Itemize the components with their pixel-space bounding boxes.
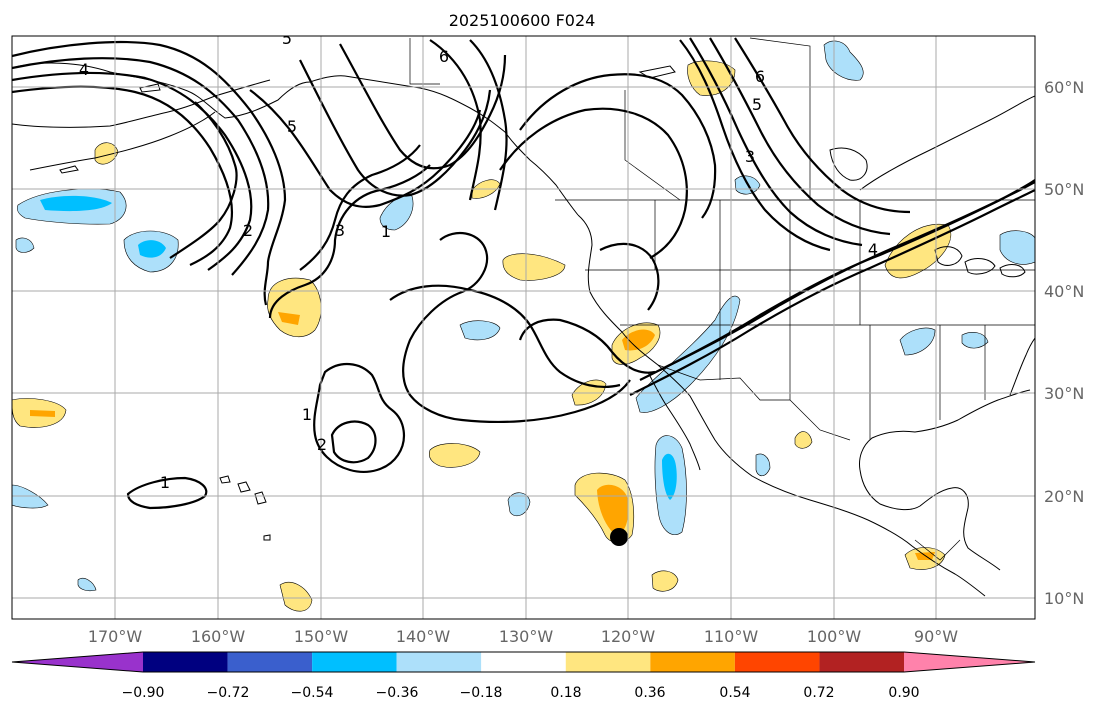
colorbar-tick-label: 0.18	[550, 685, 581, 701]
latitude-labels: 60°N 50°N 40°N 30°N 20°N 10°N	[1044, 78, 1084, 608]
contour-label: 5	[752, 95, 762, 114]
contour-label: 1	[381, 222, 391, 241]
lon-label: 160°W	[191, 627, 246, 646]
positive-anomaly	[429, 443, 481, 468]
colorbar-tick-label: 0.72	[803, 685, 834, 701]
negative-anomaly	[755, 453, 771, 477]
contour-label: 2	[317, 435, 327, 454]
colorbar-segment	[734, 652, 820, 672]
lat-label: 10°N	[1044, 589, 1084, 608]
colorbar-segment	[650, 652, 735, 672]
negative-anomaly	[899, 327, 936, 356]
colorbar-tick-label: 0.90	[888, 685, 919, 701]
colorbar-tick-label: 0.54	[719, 685, 750, 701]
colorbar: −0.90 −0.72 −0.54 −0.36 −0.18 0.18 0.36 …	[11, 651, 1036, 701]
lon-label: 140°W	[396, 627, 451, 646]
contour-label: 5	[287, 117, 297, 136]
contour-label: 4	[79, 60, 89, 79]
contours	[12, 37, 1035, 510]
map-title: 2025100600 F024	[449, 11, 596, 30]
contour-label: 3	[745, 147, 755, 166]
colorbar-tick-label: −0.54	[291, 685, 334, 701]
positive-anomaly	[794, 431, 813, 449]
map-panel: 4 5 6 5 6 5 3 2 3 1 4 1 2 1	[11, 29, 1036, 620]
colorbar-segment	[565, 652, 651, 672]
contour-labels: 4 5 6 5 6 5 3 2 3 1 4 1 2 1	[79, 29, 878, 492]
contour-label: 1	[160, 473, 170, 492]
colorbar-segment	[819, 652, 904, 672]
colorbar-tick-label: −0.72	[207, 685, 250, 701]
colorbar-tick-label: −0.18	[460, 685, 503, 701]
contour-label: 3	[335, 221, 345, 240]
contour-label: 2	[243, 221, 253, 240]
lat-label: 50°N	[1044, 180, 1084, 199]
contour-label: 4	[868, 240, 878, 259]
positive-anomaly	[502, 253, 566, 281]
negative-anomaly	[999, 230, 1035, 265]
storm-center-marker	[610, 528, 628, 546]
lat-label: 30°N	[1044, 384, 1084, 403]
positive-anomaly	[651, 570, 679, 592]
contour-label: 5	[282, 29, 292, 48]
colorbar-segment	[312, 652, 397, 672]
negative-anomaly	[459, 320, 501, 341]
map-frame	[11, 35, 1036, 620]
colorbar-segment	[143, 652, 228, 672]
colorbar-tick-label: −0.90	[122, 685, 165, 701]
lon-label: 170°W	[88, 627, 143, 646]
contour-label: 1	[302, 405, 312, 424]
lat-label: 20°N	[1044, 487, 1084, 506]
colorbar-extend-high	[904, 652, 1035, 672]
lat-label: 60°N	[1044, 78, 1084, 97]
colorbar-segment	[227, 652, 313, 672]
colorbar-tick-label: 0.36	[634, 685, 665, 701]
lon-label: 100°W	[807, 627, 862, 646]
colorbar-tick-label: −0.36	[376, 685, 419, 701]
colorbar-outline	[11, 651, 1036, 673]
negative-anomaly	[15, 237, 35, 253]
longitude-labels: 170°W 160°W 150°W 140°W 130°W 120°W 110°…	[88, 627, 958, 646]
contour-label: 6	[755, 67, 765, 86]
lat-label: 40°N	[1044, 282, 1084, 301]
positive-anomaly	[279, 581, 313, 612]
lon-label: 120°W	[601, 627, 656, 646]
positive-anomaly	[267, 277, 322, 338]
lon-label: 130°W	[499, 627, 554, 646]
colorbar-segment	[481, 652, 566, 672]
lon-label: 110°W	[704, 627, 759, 646]
colorbar-extend-low	[12, 652, 143, 672]
contour-label: 6	[439, 47, 449, 66]
negative-anomaly	[961, 332, 989, 349]
gridlines	[12, 36, 1035, 619]
lon-label: 90°W	[914, 627, 958, 646]
negative-anomaly	[507, 492, 531, 517]
colorbar-segment	[396, 652, 482, 672]
lon-label: 150°W	[294, 627, 349, 646]
negative-anomaly	[77, 578, 97, 592]
